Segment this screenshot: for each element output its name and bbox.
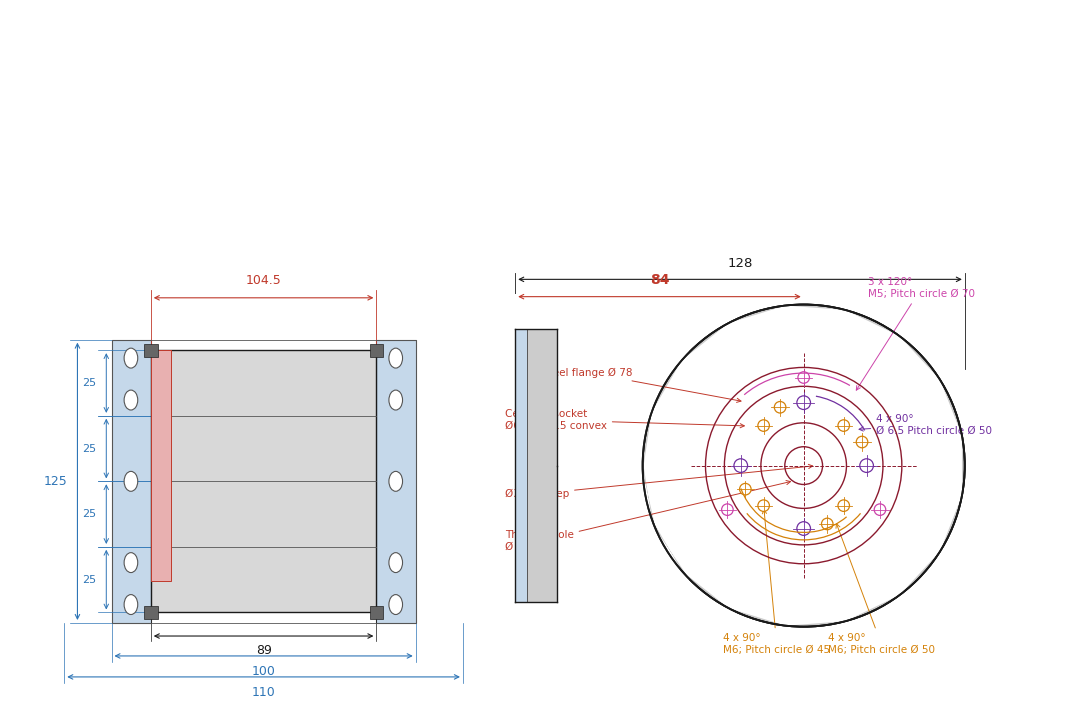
Polygon shape xyxy=(490,602,562,637)
Text: Through hole
Ø 15 H8: Through hole Ø 15 H8 xyxy=(505,481,791,551)
Text: 89: 89 xyxy=(256,644,272,657)
Circle shape xyxy=(838,420,849,432)
Text: 3 x 120°
M5; Pitch circle Ø 70: 3 x 120° M5; Pitch circle Ø 70 xyxy=(857,277,975,390)
Circle shape xyxy=(798,372,809,383)
Text: 100: 100 xyxy=(251,665,275,678)
Circle shape xyxy=(758,420,769,432)
Text: 25: 25 xyxy=(81,444,95,453)
Text: 4 x 90°
M6; Pitch circle Ø 45: 4 x 90° M6; Pitch circle Ø 45 xyxy=(723,510,831,655)
Circle shape xyxy=(838,500,849,511)
Text: 4 x 90°
Ø 6.5 Pitch circle Ø 50: 4 x 90° Ø 6.5 Pitch circle Ø 50 xyxy=(859,414,992,435)
Polygon shape xyxy=(112,340,151,623)
Circle shape xyxy=(721,504,733,515)
Text: 84: 84 xyxy=(650,273,669,288)
Polygon shape xyxy=(490,329,558,602)
Polygon shape xyxy=(151,350,171,581)
Bar xyxy=(369,344,383,356)
Text: 4 x 90°
M6; Pitch circle Ø 50: 4 x 90° M6; Pitch circle Ø 50 xyxy=(827,524,935,655)
Circle shape xyxy=(797,522,810,536)
Ellipse shape xyxy=(125,595,138,614)
Polygon shape xyxy=(516,329,526,602)
Circle shape xyxy=(740,484,752,495)
Bar xyxy=(144,606,158,619)
Text: 128: 128 xyxy=(728,257,753,271)
Ellipse shape xyxy=(389,595,403,614)
Circle shape xyxy=(734,459,747,472)
Text: 25: 25 xyxy=(81,509,95,519)
Polygon shape xyxy=(490,294,562,329)
Polygon shape xyxy=(151,350,376,612)
Polygon shape xyxy=(490,306,962,637)
Ellipse shape xyxy=(125,553,138,572)
Circle shape xyxy=(822,518,833,530)
Text: Ø34; 2 deep: Ø34; 2 deep xyxy=(505,465,812,499)
Circle shape xyxy=(758,500,769,511)
Ellipse shape xyxy=(125,472,138,491)
Circle shape xyxy=(642,304,965,626)
Text: 25: 25 xyxy=(81,574,95,585)
Polygon shape xyxy=(516,329,558,602)
Text: Centring socket
Ø63 h7; 2.5 convex: Centring socket Ø63 h7; 2.5 convex xyxy=(505,409,744,431)
Ellipse shape xyxy=(389,472,403,491)
Text: 104.5: 104.5 xyxy=(246,274,282,288)
Text: 25: 25 xyxy=(81,378,95,388)
Ellipse shape xyxy=(389,553,403,572)
Circle shape xyxy=(774,401,786,413)
Ellipse shape xyxy=(125,390,138,410)
Polygon shape xyxy=(376,340,416,623)
Text: 110: 110 xyxy=(251,686,275,699)
Circle shape xyxy=(860,459,873,472)
Text: 125: 125 xyxy=(43,475,67,488)
Ellipse shape xyxy=(389,348,403,368)
Ellipse shape xyxy=(125,348,138,368)
Bar xyxy=(369,606,383,619)
Text: Steel flange Ø 78: Steel flange Ø 78 xyxy=(542,368,741,402)
Ellipse shape xyxy=(389,390,403,410)
Circle shape xyxy=(797,396,810,409)
Bar xyxy=(144,344,158,356)
Polygon shape xyxy=(490,294,690,471)
Circle shape xyxy=(857,437,867,448)
Circle shape xyxy=(874,504,886,515)
